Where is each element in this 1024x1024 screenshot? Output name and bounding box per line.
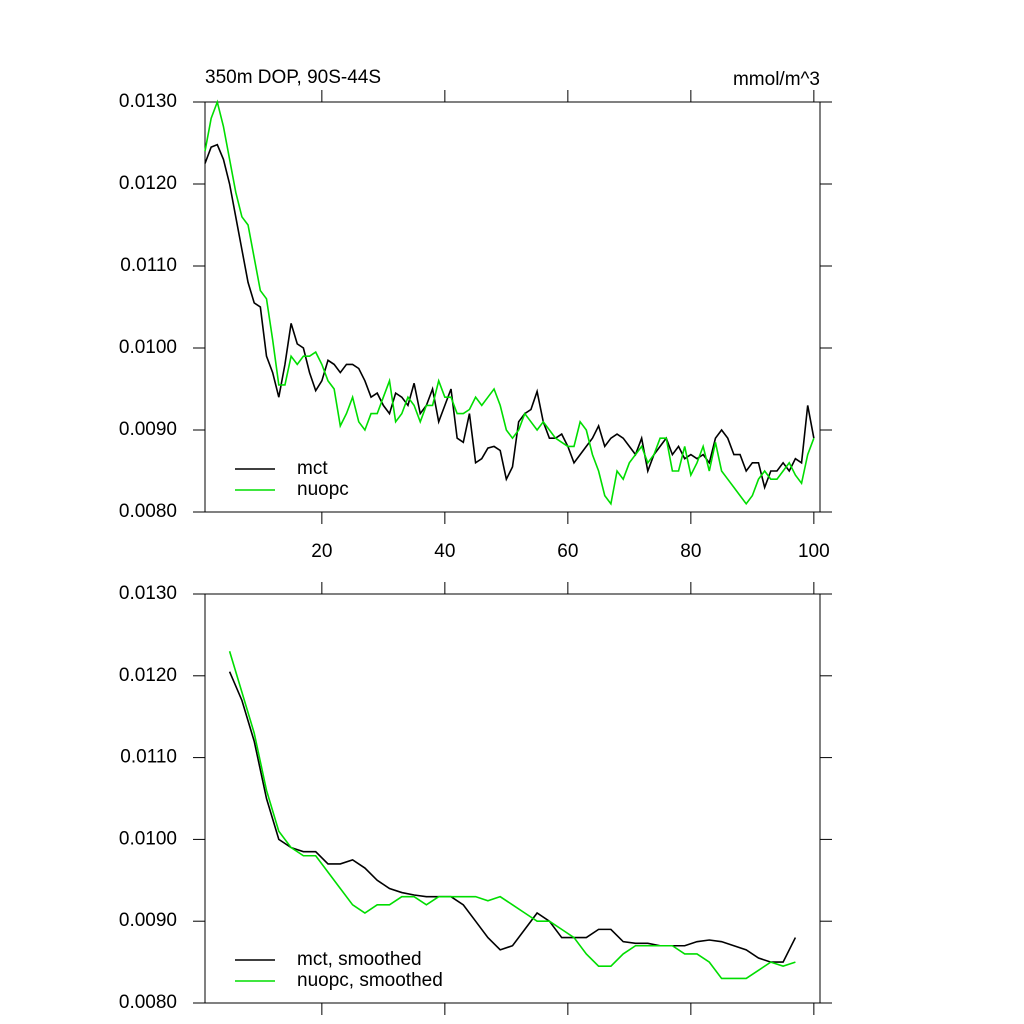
y-tick-label: 0.0120 [119, 665, 177, 686]
x-tick-label: 100 [798, 541, 830, 562]
data-line [204, 99, 815, 506]
plot-frame [204, 593, 821, 1004]
y-tick-label: 0.0090 [119, 910, 177, 931]
legend-label: mct [297, 458, 328, 479]
y-tick-label: 0.0120 [119, 173, 177, 194]
y-tick-label: 0.0110 [120, 747, 177, 768]
y-tick-label: 0.0100 [119, 828, 177, 849]
units-label: mmol/m^3 [733, 69, 820, 90]
y-tick-label: 0.0130 [119, 583, 177, 604]
data-line [228, 671, 797, 963]
y-tick-label: 0.0110 [120, 255, 177, 276]
y-tick-label: 0.0100 [119, 337, 177, 358]
x-tick-label: 60 [557, 541, 578, 562]
legend-label: nuopc [297, 479, 349, 500]
data-line [228, 651, 796, 980]
y-tick-label: 0.0080 [119, 501, 177, 522]
x-tick-label: 80 [680, 541, 701, 562]
y-tick-label: 0.0090 [119, 419, 177, 440]
y-tick-label: 0.0130 [119, 91, 177, 112]
x-tick-label: 20 [311, 541, 332, 562]
plot-frame [204, 101, 821, 513]
chart-title: 350m DOP, 90S-44S [205, 67, 381, 88]
y-tick-label: 0.0080 [119, 992, 177, 1013]
legend-label: nuopc, smoothed [297, 970, 443, 991]
data-line [204, 143, 815, 491]
legend-label: mct, smoothed [297, 949, 422, 970]
x-tick-label: 40 [434, 541, 455, 562]
